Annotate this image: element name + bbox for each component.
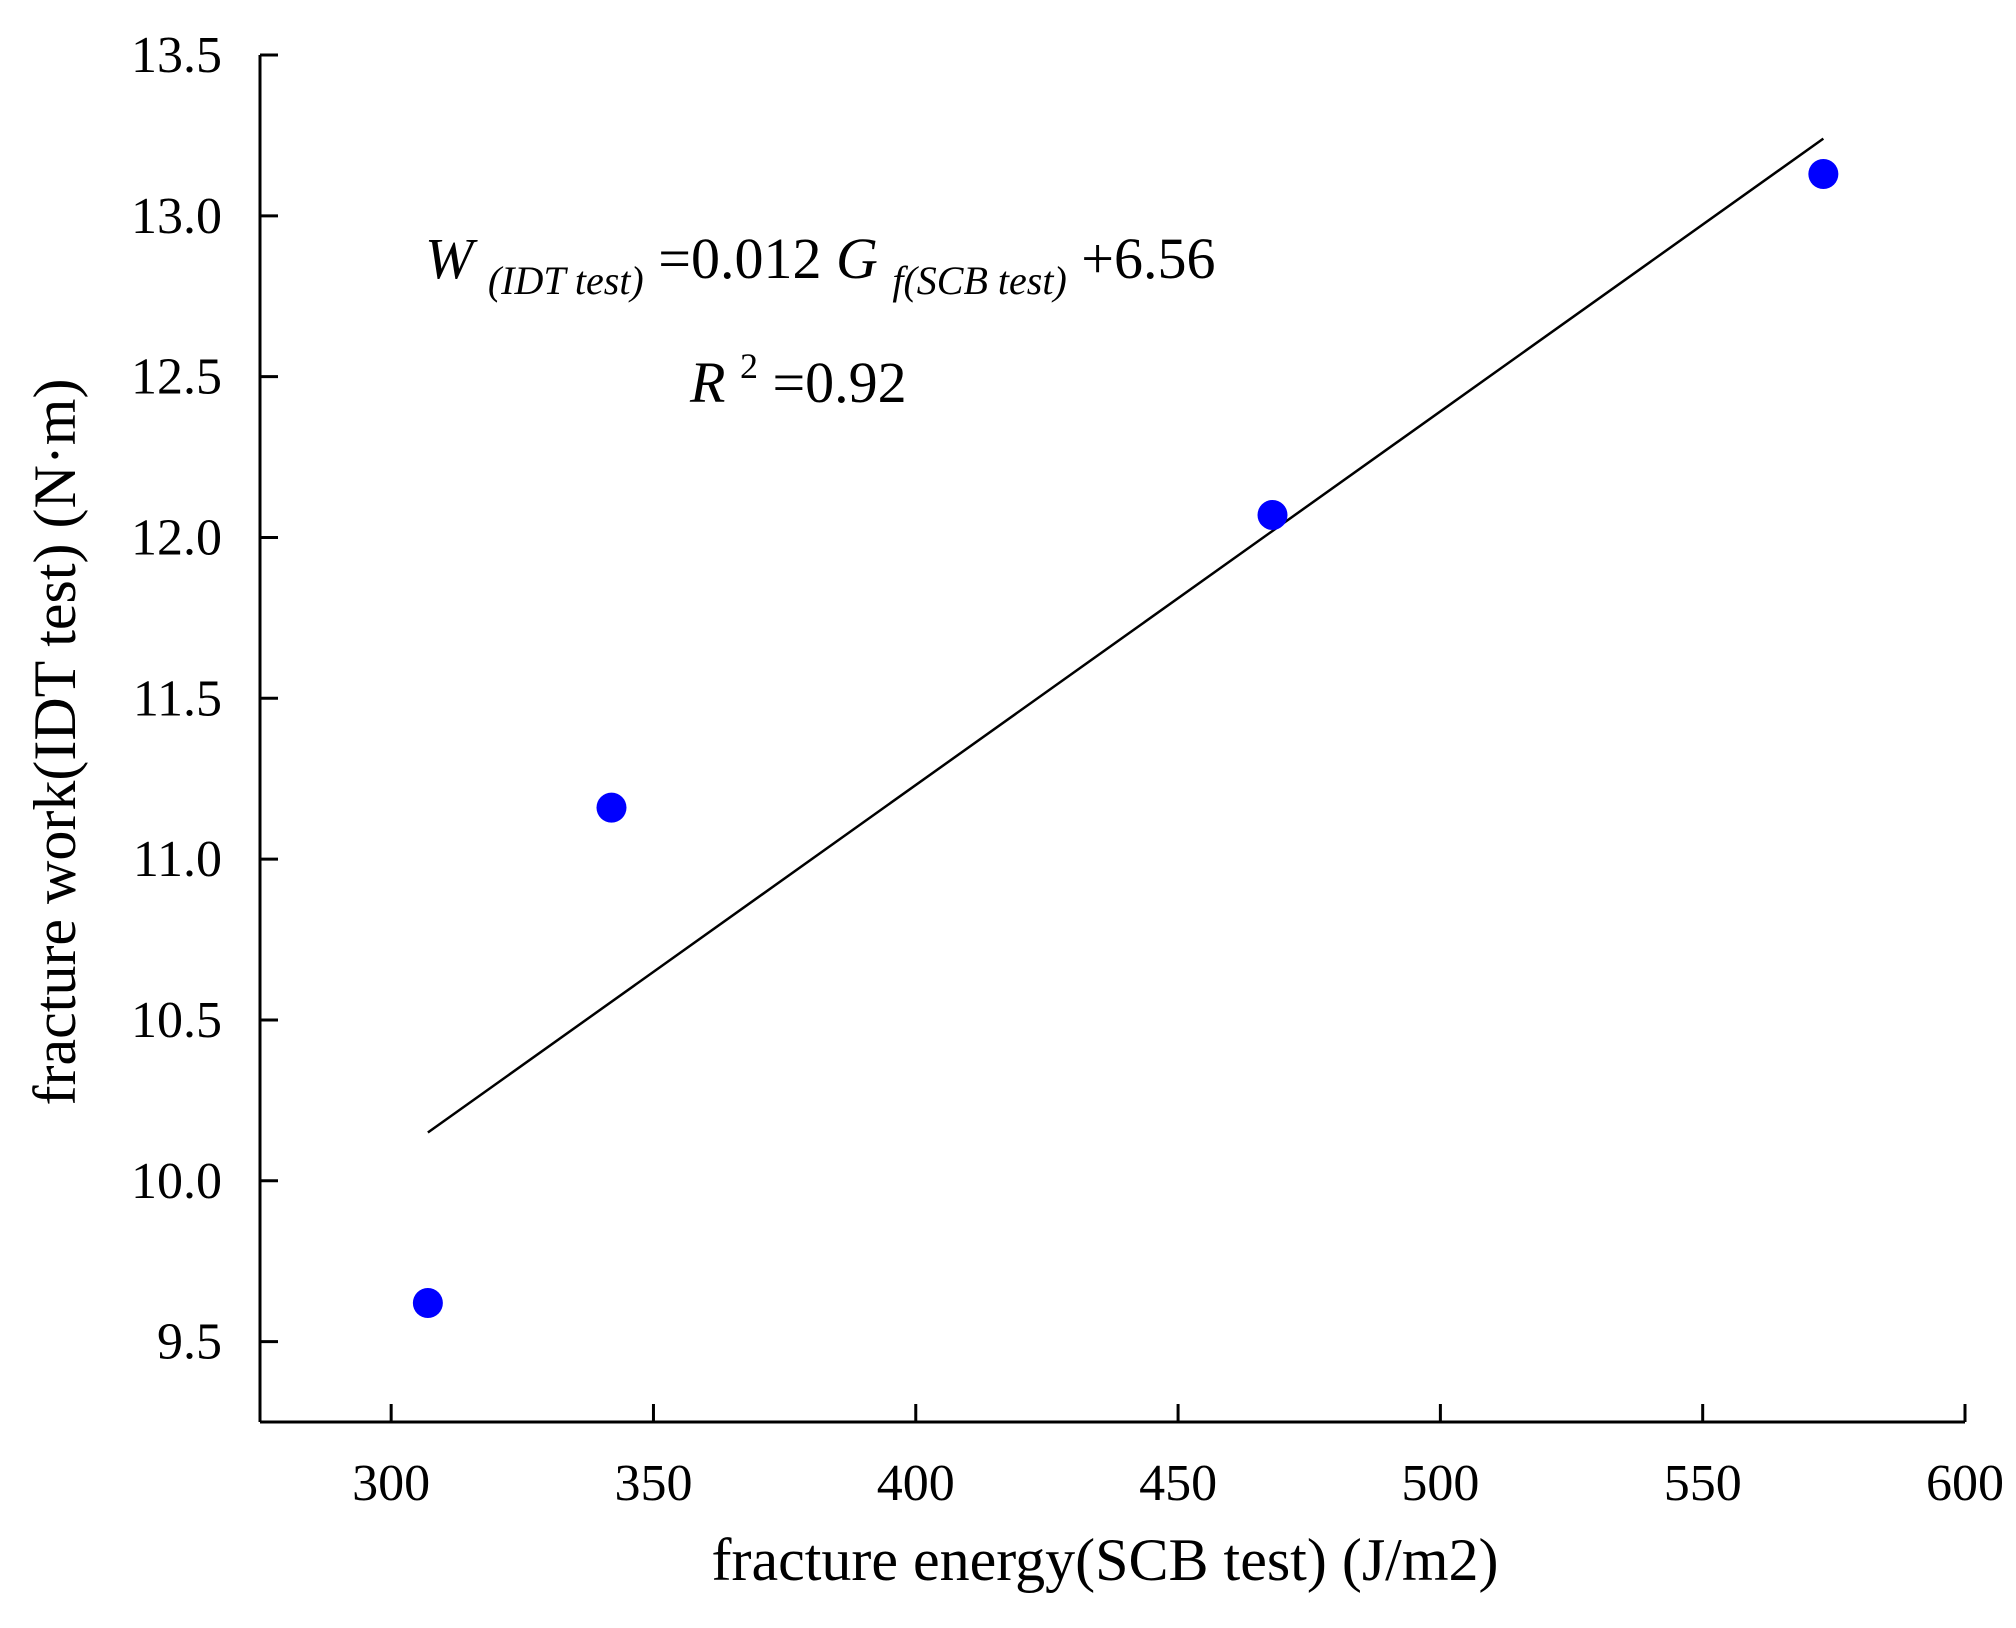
- fit-line: [427, 137, 1825, 1134]
- equation-g: G: [836, 226, 878, 291]
- data-point: [1808, 159, 1839, 190]
- x-tick-label: 500: [1401, 1455, 1479, 1512]
- y-axis-title: fracture work(IDT test) (N·m): [22, 379, 88, 1106]
- equation-g-subscript: f(SCB test): [892, 258, 1066, 303]
- y-tick-label: 9.5: [157, 1314, 222, 1371]
- x-tick-label: 300: [352, 1455, 430, 1512]
- y-tick-label: 12.5: [131, 349, 222, 406]
- equation-w: W: [425, 226, 478, 291]
- y-tick-label: 12.0: [131, 509, 222, 566]
- r-squared-r: R: [689, 350, 725, 415]
- y-ticks: 9.5 10.0 10.5 11.0 11.5 12.0 12.5 13.0 13.5: [131, 27, 278, 1371]
- y-tick-label: 13.0: [131, 188, 222, 245]
- y-tick-label: 10.0: [131, 1153, 222, 1210]
- equation-line: W (IDT test) =0.012 G f(SCB test) +6.56: [425, 226, 1216, 307]
- y-tick-label: 11.5: [133, 670, 222, 727]
- x-tick-label: 450: [1139, 1455, 1217, 1512]
- data-point: [412, 1287, 443, 1318]
- data-point: [1257, 499, 1288, 530]
- x-ticks: 300 350 400 450 500 550 600: [352, 1404, 2004, 1512]
- regression-equation: W (IDT test) =0.012 G f(SCB test) +6.56 …: [425, 226, 1216, 415]
- r-squared-line: R 2 =0.92: [689, 326, 907, 415]
- x-tick-label: 550: [1664, 1455, 1742, 1512]
- x-tick-label: 350: [614, 1455, 692, 1512]
- equation-w-subscript: (IDT test): [488, 258, 644, 303]
- fit-line-group: [427, 137, 1825, 1134]
- axes: [258, 55, 1965, 1424]
- r-squared-superscript: 2: [740, 346, 758, 386]
- equation-intercept: +6.56: [1081, 226, 1215, 291]
- equation-slope: =0.012: [658, 226, 821, 291]
- x-tick-label: 600: [1926, 1455, 2004, 1512]
- data-point: [596, 792, 627, 823]
- x-tick-label: 400: [877, 1455, 955, 1512]
- x-axis-title: fracture energy(SCB test) (J/m2): [711, 1527, 1498, 1593]
- data-points: [412, 159, 1839, 1318]
- r-squared-value: =0.92: [772, 350, 906, 415]
- y-tick-label: 13.5: [131, 27, 222, 84]
- y-tick-label: 11.0: [133, 831, 222, 888]
- y-tick-label: 10.5: [131, 992, 222, 1049]
